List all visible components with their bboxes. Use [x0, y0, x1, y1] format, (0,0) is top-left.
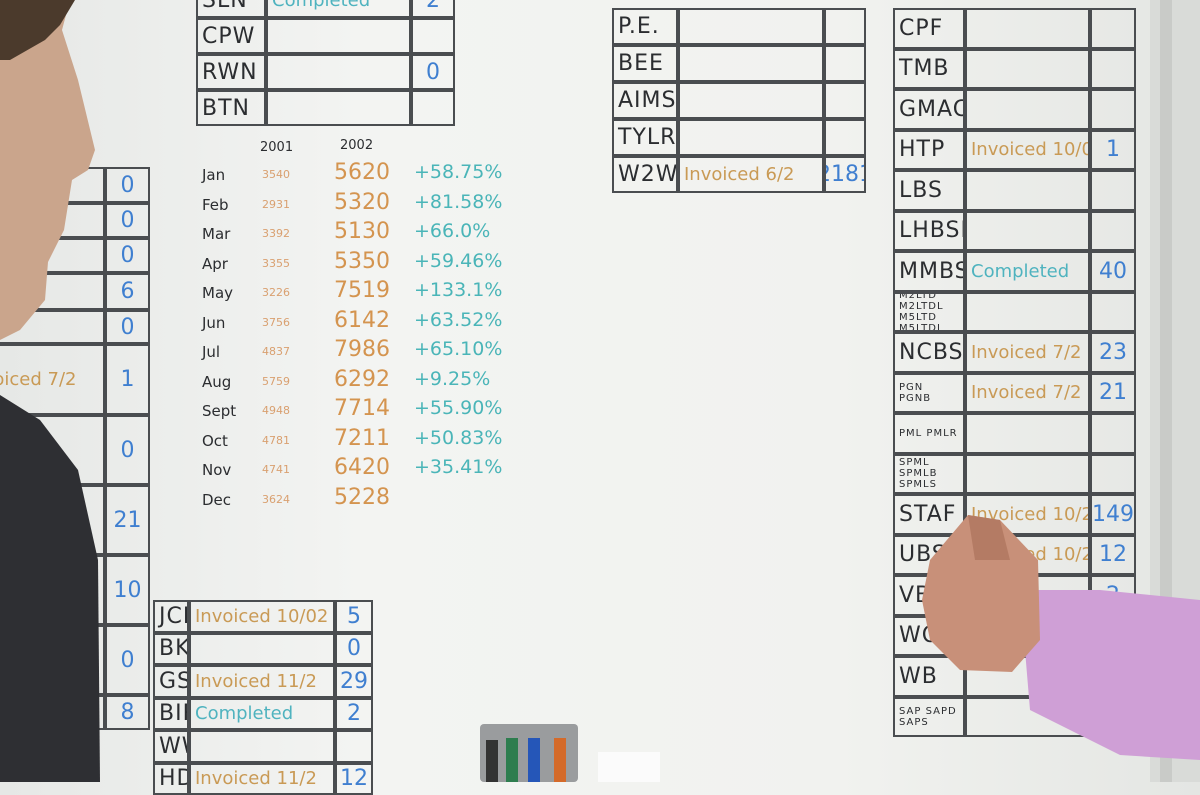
person-left [0, 0, 100, 782]
marker-tray [480, 724, 578, 782]
sticky-note [598, 752, 660, 782]
